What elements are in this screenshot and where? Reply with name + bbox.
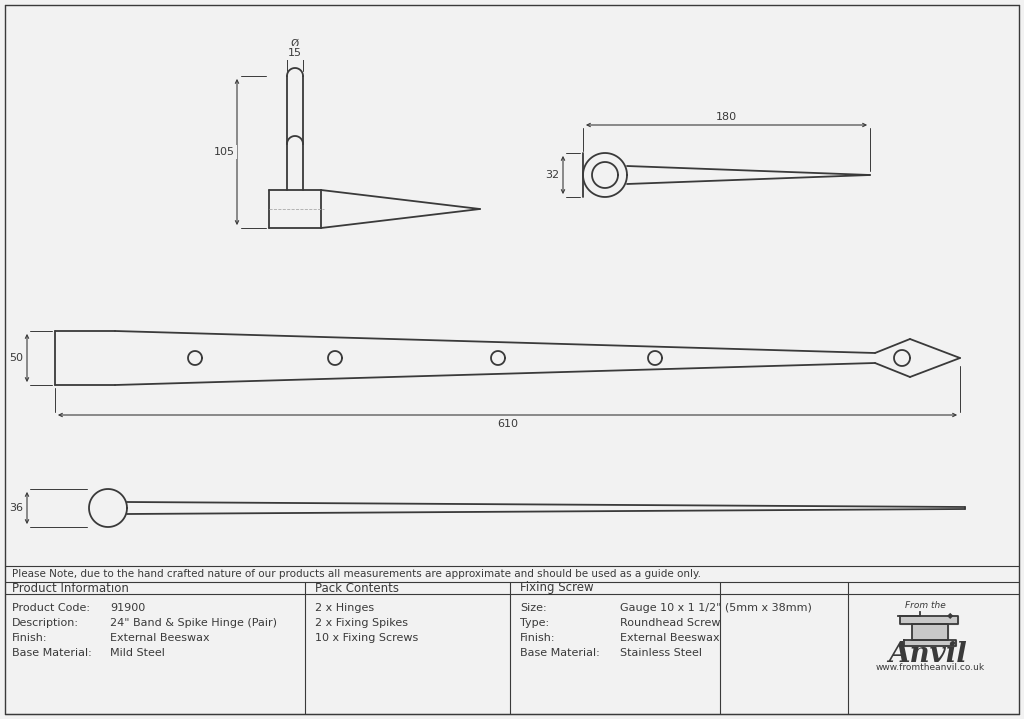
- Text: Anvil: Anvil: [889, 641, 968, 669]
- Polygon shape: [912, 624, 948, 640]
- Text: 2 x Hinges: 2 x Hinges: [315, 603, 374, 613]
- Text: Base Material:: Base Material:: [12, 648, 92, 658]
- Text: 24" Band & Spike Hinge (Pair): 24" Band & Spike Hinge (Pair): [110, 618, 278, 628]
- Text: 91900: 91900: [110, 603, 145, 613]
- Text: Roundhead Screw: Roundhead Screw: [620, 618, 721, 628]
- Text: Size:: Size:: [520, 603, 547, 613]
- Text: External Beeswax: External Beeswax: [110, 633, 210, 643]
- Text: 2 x Fixing Spikes: 2 x Fixing Spikes: [315, 618, 408, 628]
- Text: ◆: ◆: [947, 611, 953, 620]
- Text: 32: 32: [545, 170, 559, 180]
- Text: Mild Steel: Mild Steel: [110, 648, 165, 658]
- Text: 610: 610: [497, 419, 518, 429]
- Text: 180: 180: [716, 112, 737, 122]
- Text: Finish:: Finish:: [12, 633, 47, 643]
- Text: Please Note, due to the hand crafted nature of our products all measurements are: Please Note, due to the hand crafted nat…: [12, 569, 701, 579]
- Text: Product Code:: Product Code:: [12, 603, 90, 613]
- Text: Ø: Ø: [291, 39, 299, 49]
- Text: Fixing Screw: Fixing Screw: [520, 582, 594, 595]
- Text: 15: 15: [288, 48, 302, 58]
- Text: Pack Contents: Pack Contents: [315, 582, 399, 595]
- Text: 36: 36: [9, 503, 23, 513]
- Text: Stainless Steel: Stainless Steel: [620, 648, 702, 658]
- Text: Finish:: Finish:: [520, 633, 555, 643]
- Text: 10 x Fixing Screws: 10 x Fixing Screws: [315, 633, 418, 643]
- Text: 105: 105: [213, 147, 234, 157]
- Text: 50: 50: [9, 353, 23, 363]
- Text: Base Material:: Base Material:: [520, 648, 600, 658]
- Text: From the: From the: [904, 602, 945, 610]
- Text: External Beeswax: External Beeswax: [620, 633, 720, 643]
- Text: Description:: Description:: [12, 618, 79, 628]
- Text: www.fromtheanvil.co.uk: www.fromtheanvil.co.uk: [876, 664, 984, 672]
- Polygon shape: [904, 640, 956, 646]
- Text: Product Information: Product Information: [12, 582, 129, 595]
- Text: Type:: Type:: [520, 618, 549, 628]
- Text: Gauge 10 x 1 1/2" (5mm x 38mm): Gauge 10 x 1 1/2" (5mm x 38mm): [620, 603, 812, 613]
- Polygon shape: [900, 616, 958, 624]
